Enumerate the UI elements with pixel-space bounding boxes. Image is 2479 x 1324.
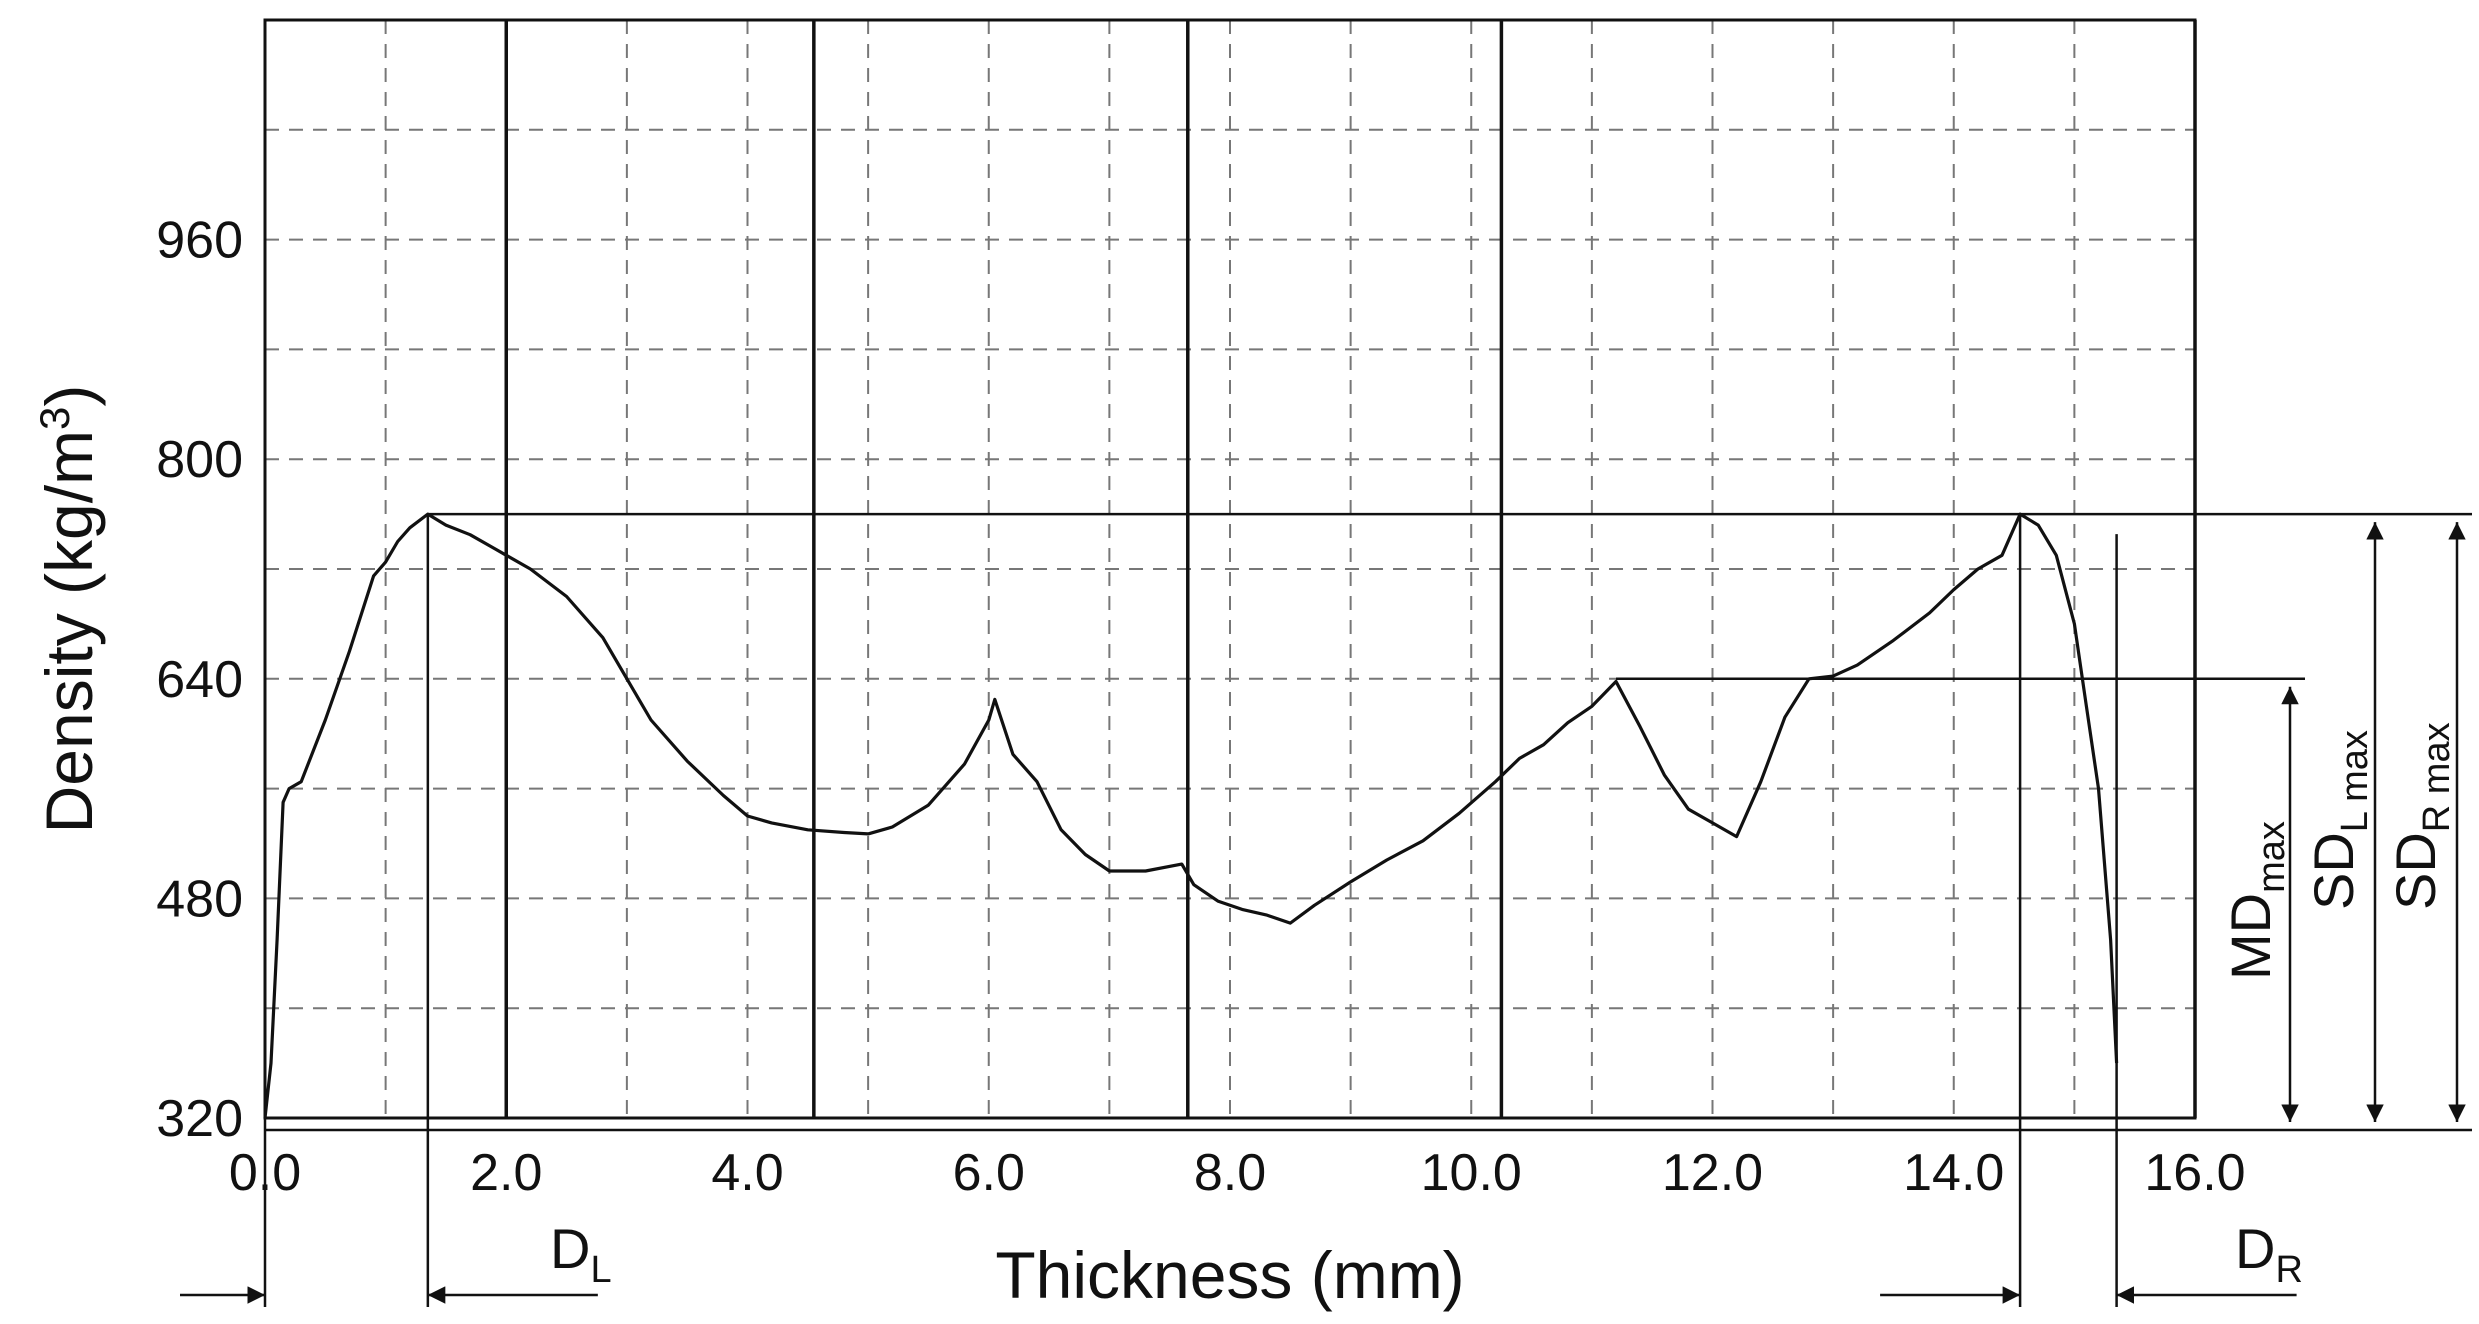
density-profile-line [263, 512, 2119, 1119]
y-axis-title: Density (kg/m3) [31, 385, 107, 834]
x-tick-label: 14.0 [1903, 1144, 2004, 1202]
dl-label: DL [550, 1217, 612, 1291]
x-tick-label: 6.0 [953, 1144, 1025, 1202]
grid [265, 20, 2195, 1118]
y-tick-label: 800 [156, 431, 243, 489]
y-tick-label: 320 [156, 1090, 243, 1148]
x-tick-label: 16.0 [2144, 1144, 2245, 1202]
y-axis-title-superscript: 3 [31, 407, 78, 430]
dr-label: DR [2235, 1217, 2303, 1291]
y-tick-label: 480 [156, 870, 243, 928]
x-axis-title: Thickness (mm) [995, 1238, 1464, 1312]
sdl-max-label-sub: L max [2334, 730, 2376, 832]
x-tick-label: 10.0 [1421, 1144, 1522, 1202]
sdl-max-label-main: SD [2302, 832, 2365, 910]
sdl-max-label: SDL max [2302, 730, 2376, 910]
md-max-label-sub: max [2251, 821, 2293, 893]
y-tick-label: 960 [156, 212, 243, 270]
sdr-max-label-main: SD [2384, 832, 2447, 910]
md-max-label: MDmax [2219, 821, 2293, 980]
x-tick-label: 2.0 [470, 1144, 542, 1202]
dr-label-main: D [2235, 1217, 2275, 1280]
x-tick-label: 12.0 [1662, 1144, 1763, 1202]
dl-label-main: D [550, 1217, 590, 1280]
sdr-max-label-sub: R max [2416, 722, 2458, 832]
dl-label-sub: L [590, 1249, 611, 1291]
sdr-max-label: SDR max [2384, 722, 2458, 910]
x-tick-label: 0.0 [229, 1144, 301, 1202]
md-max-label-main: MD [2219, 893, 2282, 980]
y-axis-title-main: Density (kg/m [32, 430, 106, 833]
y-axis-title-close: ) [32, 385, 106, 407]
dr-label-sub: R [2275, 1249, 2302, 1291]
y-tick-label: 640 [156, 651, 243, 709]
annotation-lines [180, 500, 2472, 1307]
tick-labels: 0.0 2.0 4.0 6.0 8.0 10.0 12.0 14.0 16.0 320 480 640… [156, 212, 2245, 1202]
x-tick-label: 4.0 [711, 1144, 783, 1202]
x-tick-label: 8.0 [1194, 1144, 1266, 1202]
